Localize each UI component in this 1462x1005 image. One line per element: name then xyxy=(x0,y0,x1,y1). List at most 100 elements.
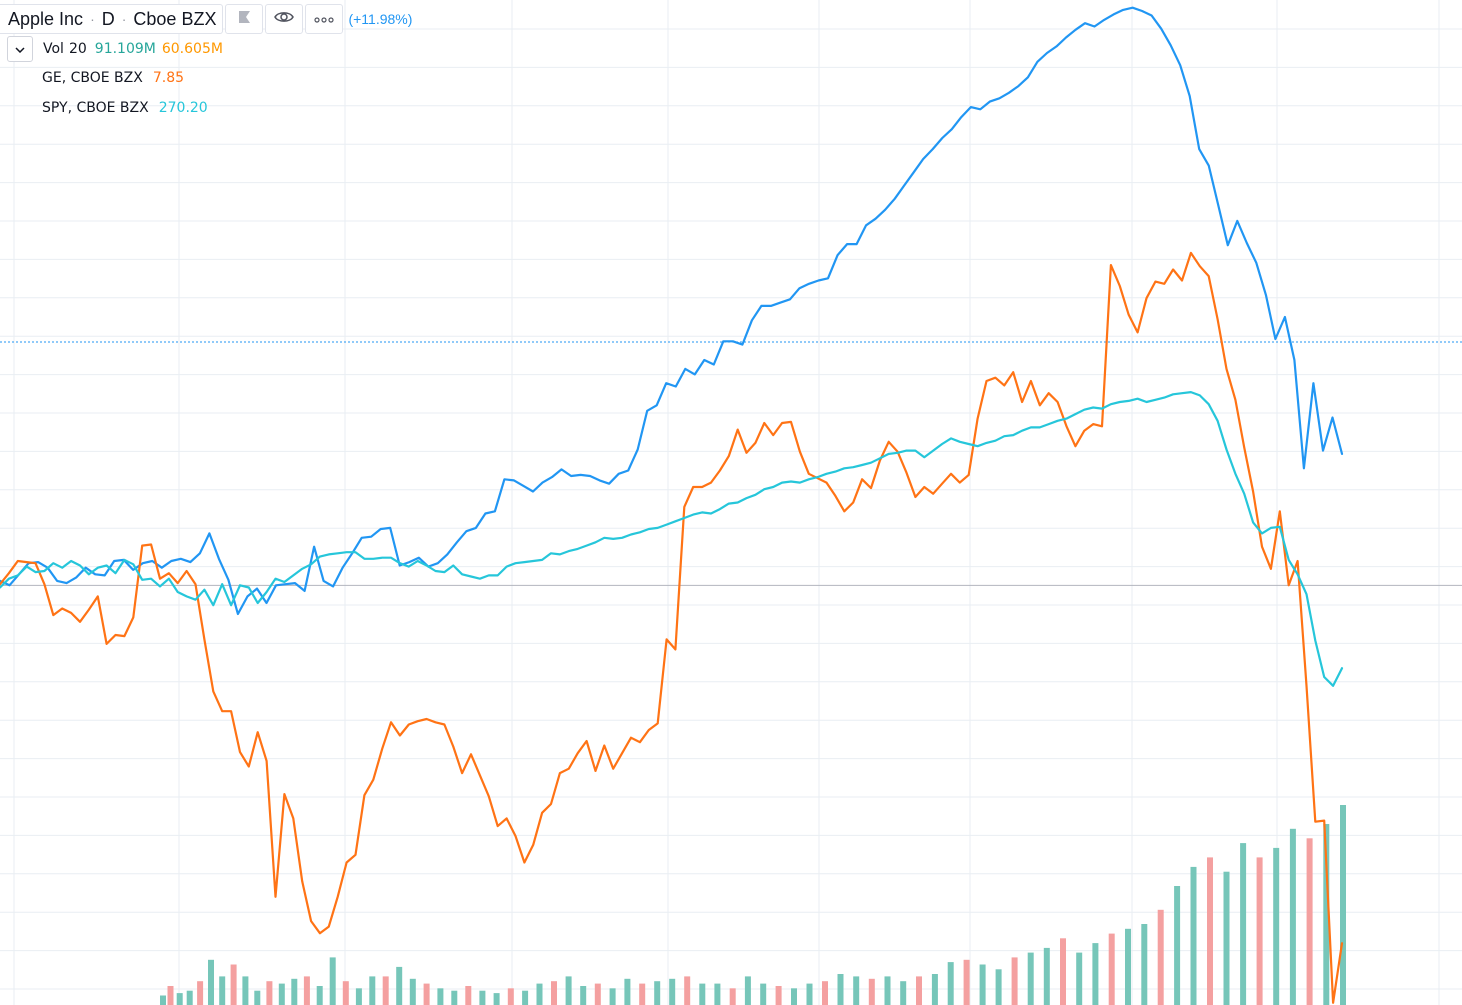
volume-bar xyxy=(1273,847,1280,1005)
volume-bar xyxy=(451,990,458,1005)
volume-bar xyxy=(1060,938,1066,1005)
collapse-button[interactable] xyxy=(7,36,33,62)
volume-bar xyxy=(230,964,237,1005)
volume-bar xyxy=(342,981,349,1005)
volume-bar xyxy=(465,986,472,1005)
volume-bar xyxy=(1092,943,1099,1005)
volume-bar xyxy=(167,986,174,1005)
volume-bar xyxy=(1323,824,1330,1005)
volume-bar xyxy=(329,957,336,1005)
volume-bar xyxy=(266,981,273,1005)
volume-study-length: 20 xyxy=(68,41,87,57)
volume-bar xyxy=(580,986,587,1005)
volume-bar xyxy=(1076,952,1083,1005)
volume-bar xyxy=(868,978,875,1005)
visibility-button[interactable] xyxy=(265,4,304,34)
volume-bar xyxy=(699,983,706,1005)
studies-legend: Vol 20 91.109M 60.605M GE, CBOE BZX 7.85… xyxy=(7,35,223,123)
series-line-ge xyxy=(0,251,1344,1004)
volume-bar xyxy=(186,990,193,1005)
volume-bar xyxy=(900,981,907,1005)
volume-bar xyxy=(963,959,970,1005)
volume-bar xyxy=(396,966,403,1005)
volume-bar xyxy=(884,976,891,1005)
volume-bar xyxy=(995,969,1002,1005)
volume-bar xyxy=(837,974,844,1005)
volume-bar xyxy=(565,976,572,1005)
price-change: (+11.98%) xyxy=(348,11,413,27)
volume-bar xyxy=(822,981,828,1005)
volume-bar xyxy=(760,983,767,1005)
volume-bar xyxy=(197,981,204,1005)
volume-bar xyxy=(1108,933,1115,1005)
volume-bar xyxy=(624,978,631,1005)
volume-bar xyxy=(536,983,543,1005)
volume-bar xyxy=(1306,838,1313,1005)
volume-bar xyxy=(208,959,214,1005)
volume-bar xyxy=(369,976,376,1005)
compare-row-spy: SPY, CBOE BZX 270.20 xyxy=(7,93,223,123)
volume-bar xyxy=(1240,843,1247,1005)
separator-dot: · xyxy=(90,11,95,27)
volume-bar xyxy=(669,978,676,1005)
volume-bar xyxy=(714,983,721,1005)
volume-bar xyxy=(254,990,261,1005)
volume-bar xyxy=(1256,857,1263,1005)
volume-bar xyxy=(479,990,486,1005)
volume-bar xyxy=(507,988,514,1005)
volume-bar xyxy=(423,983,430,1005)
volume-bar xyxy=(219,976,226,1005)
volume-bar xyxy=(382,976,389,1005)
exchange: Cboe BZX xyxy=(133,8,217,29)
volume-bar xyxy=(931,974,938,1005)
series-line-spy xyxy=(0,391,1344,687)
volume-bar xyxy=(522,990,529,1005)
volume-bar xyxy=(437,988,444,1005)
volume-value-2: 60.605M xyxy=(161,41,223,57)
volume-bar xyxy=(1043,947,1050,1005)
eye-icon xyxy=(274,10,295,29)
series-lines xyxy=(0,6,1344,1004)
volume-bar xyxy=(639,983,646,1005)
compare-symbol-spy: SPY, CBOE BZX xyxy=(42,100,149,116)
volume-value-1: 91.109M xyxy=(94,41,156,57)
volume-bar xyxy=(160,995,166,1005)
volume-bar xyxy=(1141,924,1148,1005)
volume-bar xyxy=(1190,866,1197,1005)
volume-bar xyxy=(409,978,416,1005)
volume-bar xyxy=(1340,805,1346,1005)
volume-bar xyxy=(609,988,616,1005)
volume-bar xyxy=(493,993,500,1005)
volume-bars xyxy=(160,805,1346,1005)
volume-bar xyxy=(594,983,601,1005)
volume-bar xyxy=(947,962,954,1005)
volume-bar xyxy=(806,983,813,1005)
volume-bar xyxy=(1157,909,1164,1005)
volume-bar xyxy=(775,986,782,1005)
volume-study-name: Vol xyxy=(43,41,64,57)
compare-value-spy: 270.20 xyxy=(158,100,208,116)
volume-study-row: Vol 20 91.109M 60.605M xyxy=(7,35,223,63)
symbol-name: Apple Inc xyxy=(8,8,84,29)
volume-bar xyxy=(1223,871,1230,1005)
more-button[interactable] xyxy=(305,4,344,34)
volume-bar xyxy=(1027,952,1034,1005)
volume-bar xyxy=(303,976,310,1005)
volume-bar xyxy=(654,981,661,1005)
symbol-info[interactable]: Apple Inc · D · Cboe BZX xyxy=(0,4,224,34)
more-dots-icon xyxy=(314,10,335,28)
interval: D xyxy=(101,8,115,29)
volume-bar xyxy=(1207,857,1213,1005)
volume-bar xyxy=(684,976,691,1005)
volume-bar xyxy=(1174,886,1181,1005)
chevron-down-icon xyxy=(15,41,25,57)
flag-icon xyxy=(236,9,252,30)
flag-button[interactable] xyxy=(225,4,264,34)
volume-bar xyxy=(791,988,797,1005)
volume-bar xyxy=(1125,928,1131,1005)
volume-bar xyxy=(979,964,986,1005)
legend-main: Apple Inc · D · Cboe BZX (+11.98%) xyxy=(0,4,412,34)
volume-bar xyxy=(853,976,860,1005)
